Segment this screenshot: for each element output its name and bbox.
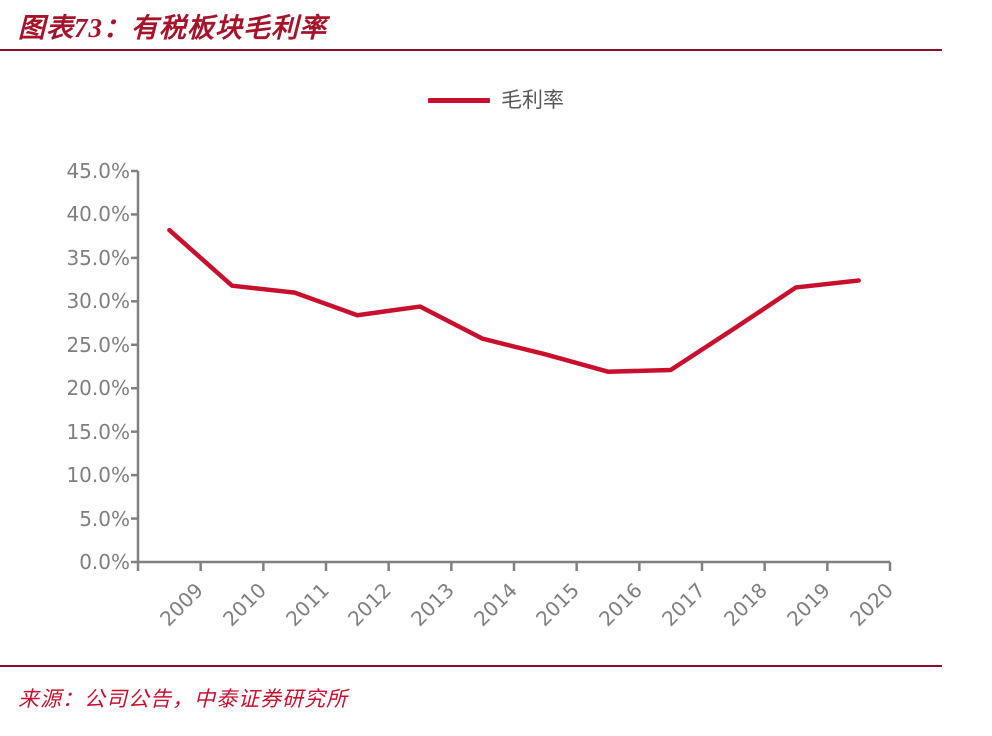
- y-tick-label: 40.0%: [66, 202, 130, 227]
- x-tick-label: 2016: [594, 578, 647, 631]
- y-tick-label: 20.0%: [66, 376, 130, 401]
- footer-divider: [0, 665, 942, 667]
- y-tick-label: 45.0%: [66, 159, 130, 183]
- chart-legend: 毛利率: [0, 90, 992, 111]
- y-tick-label: 15.0%: [66, 419, 130, 444]
- x-tick-label: 2015: [531, 578, 585, 631]
- y-tick-label: 5.0%: [79, 506, 130, 531]
- y-tick-label: 0.0%: [79, 550, 130, 574]
- x-tick-label: 2014: [468, 578, 522, 631]
- y-tick-label: 35.0%: [66, 245, 130, 270]
- legend-line-swatch: [428, 98, 490, 103]
- y-tick-label: 30.0%: [66, 289, 130, 314]
- x-tick-label: 2013: [406, 578, 459, 631]
- y-axis-tick-labels: 0.0% 5.0% 10.0% 15.0% 20.0% 25.0% 30.0% 35.0% 40…: [18, 0, 130, 736]
- x-tick-label: 2009: [155, 578, 209, 631]
- x-tick-label: 2012: [343, 578, 397, 631]
- x-tick-label: 2011: [280, 578, 334, 631]
- x-tick-label: 2018: [719, 578, 773, 631]
- legend-item-label: 毛利率: [501, 88, 564, 112]
- x-tick-label: 2017: [656, 578, 710, 631]
- x-tick-label: 2019: [782, 578, 835, 631]
- y-tick-label: 25.0%: [66, 332, 130, 357]
- title-block: 图表73：有税板块毛利率: [0, 0, 992, 52]
- y-tick-label: 10.0%: [66, 463, 130, 488]
- x-tick-label: 2020: [844, 578, 898, 631]
- title-divider: [0, 49, 942, 51]
- x-tick-label: 2010: [218, 578, 271, 631]
- source-note: 来源：公司公告，中泰证券研究所: [18, 687, 348, 711]
- page-title: 图表73：有税板块毛利率: [18, 13, 327, 43]
